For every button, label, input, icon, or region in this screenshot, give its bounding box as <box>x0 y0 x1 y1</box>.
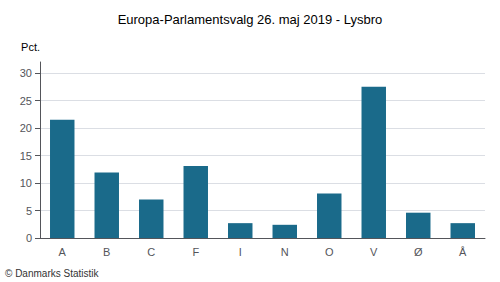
svg-text:B: B <box>103 246 110 258</box>
svg-text:10: 10 <box>20 177 32 189</box>
svg-text:Å: Å <box>459 246 467 258</box>
svg-text:5: 5 <box>26 205 32 217</box>
svg-text:C: C <box>147 246 155 258</box>
svg-text:0: 0 <box>26 232 32 244</box>
svg-text:A: A <box>59 246 67 258</box>
svg-text:© Danmarks Statistik: © Danmarks Statistik <box>5 268 100 279</box>
svg-text:Europa-Parlamentsvalg 26. maj: Europa-Parlamentsvalg 26. maj 2019 - Lys… <box>118 12 383 27</box>
svg-text:25: 25 <box>20 95 32 107</box>
svg-text:I: I <box>239 246 242 258</box>
svg-text:30: 30 <box>20 67 32 79</box>
svg-text:Ø: Ø <box>414 246 423 258</box>
svg-text:20: 20 <box>20 122 32 134</box>
svg-text:O: O <box>325 246 334 258</box>
svg-text:N: N <box>281 246 289 258</box>
svg-text:V: V <box>370 246 378 258</box>
svg-text:Pct.: Pct. <box>21 41 40 53</box>
svg-text:F: F <box>192 246 199 258</box>
svg-text:15: 15 <box>20 150 32 162</box>
